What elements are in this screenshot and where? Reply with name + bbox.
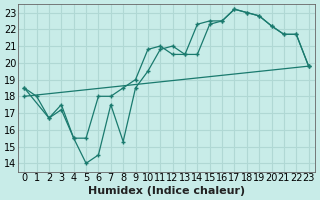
- X-axis label: Humidex (Indice chaleur): Humidex (Indice chaleur): [88, 186, 245, 196]
